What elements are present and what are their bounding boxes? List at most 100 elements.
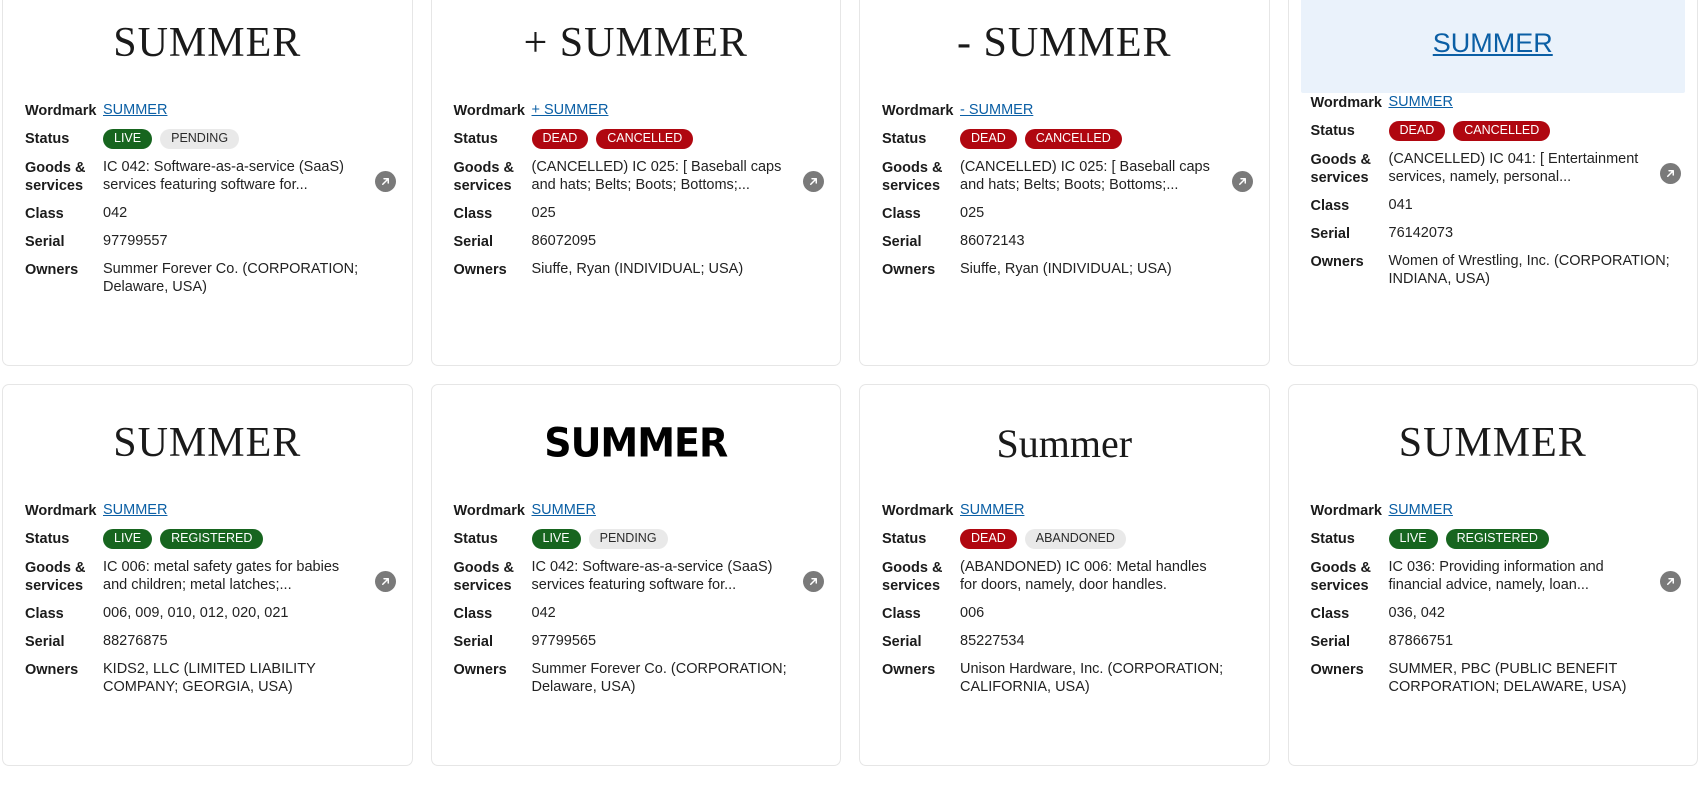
owners-label: Owners <box>25 262 79 278</box>
wordmark-link[interactable]: SUMMER <box>1388 502 1453 518</box>
class-row: Class 006 <box>882 604 1249 623</box>
owners-label: Owners <box>882 262 936 278</box>
owners-row: Owners KIDS2, LLC (LIMITED LIABILITY COMP… <box>25 660 392 696</box>
wordmark-label: Wordmark <box>882 103 954 119</box>
trademark-card[interactable]: - SUMMER Wordmark - SUMMER Status DEAD CANCEL… <box>859 0 1270 366</box>
trademark-logo-text: SUMMER <box>113 20 302 66</box>
serial-row: Serial 97799565 <box>454 632 821 651</box>
class-value: 042 <box>103 205 128 221</box>
trademark-results-grid: SUMMER Wordmark SUMMER Status LIVE PENDING Goo… <box>2 0 1698 766</box>
wordmark-link[interactable]: SUMMER <box>1388 94 1453 110</box>
owners-label: Owners <box>1310 662 1364 678</box>
status-row: Status DEAD CANCELLED <box>1311 121 1678 141</box>
trademark-card[interactable]: + SUMMER Wordmark + SUMMER Status DEAD CANCEL… <box>430 0 841 366</box>
goods-services-label: Goods & services <box>882 560 943 594</box>
owners-value: Summer Forever Co. (CORPORATION; Delawar… <box>103 261 359 295</box>
class-label: Class <box>25 206 64 222</box>
status-badge: DEAD <box>960 529 1017 549</box>
trademark-detail-rows: Wordmark SUMMER Status LIVE PENDING Goods & s… <box>432 501 841 755</box>
external-link-arrow-icon[interactable] <box>1231 171 1253 192</box>
external-link-arrow-icon[interactable] <box>1660 163 1681 184</box>
trademark-logo-text: + SUMMER <box>523 20 748 66</box>
status-row: Status LIVE REGISTERED <box>25 529 392 549</box>
goods-services-row: Goods & services IC 042: Software-as-a-se… <box>25 158 396 195</box>
wordmark-link[interactable]: SUMMER <box>103 102 168 118</box>
trademark-detail-rows: Wordmark - SUMMER Status DEAD CANCELLED Goods… <box>860 101 1269 355</box>
status-badges: DEAD CANCELLED <box>531 129 821 149</box>
owners-row: Owners Summer Forever Co. (CORPORATION; D… <box>25 260 392 296</box>
trademark-logo-area: SUMMER <box>3 385 412 501</box>
trademark-logo-area: Summer <box>860 385 1269 501</box>
owners-row: Owners SUMMER, PBC (PUBLIC BENEFIT CORPOR… <box>1311 660 1678 696</box>
trademark-logo-area: SUMMER <box>1300 0 1685 93</box>
wordmark-link[interactable]: SUMMER <box>103 502 168 518</box>
status-label: Status <box>882 531 927 547</box>
status-label: Status <box>25 131 70 147</box>
serial-label: Serial <box>882 634 922 650</box>
trademark-card[interactable]: SUMMER Wordmark SUMMER Status LIVE REGISTERED… <box>1287 384 1698 766</box>
trademark-logo-area: - SUMMER <box>860 0 1269 101</box>
goods-services-value: (CANCELLED) IC 025: [ Baseball caps and … <box>531 159 782 193</box>
class-row: Class 042 <box>25 204 392 223</box>
goods-services-label: Goods & services <box>882 160 943 194</box>
trademark-logo-text: SUMMER <box>113 420 302 466</box>
status-row: Status LIVE PENDING <box>454 529 821 549</box>
trademark-card[interactable]: SUMMER Wordmark SUMMER Status DEAD CANCELLED G… <box>1287 0 1698 366</box>
trademark-card[interactable]: SUMMER Wordmark SUMMER Status LIVE PENDING Goo… <box>2 0 413 366</box>
serial-value: 97799565 <box>531 633 597 649</box>
status-label: Status <box>453 131 498 147</box>
status-badge: CANCELLED <box>596 129 694 149</box>
external-link-arrow-icon[interactable] <box>803 171 824 192</box>
trademark-card[interactable]: SUMMER Wordmark SUMMER Status LIVE PENDING Goo… <box>430 384 841 766</box>
serial-label: Serial <box>25 234 65 250</box>
serial-value: 97799557 <box>103 233 168 249</box>
status-badges: LIVE REGISTERED <box>1388 529 1678 549</box>
trademark-detail-rows: Wordmark SUMMER Status LIVE REGISTERED Goods … <box>3 501 412 755</box>
external-link-arrow-icon[interactable] <box>803 571 824 592</box>
serial-label: Serial <box>453 634 494 650</box>
status-badges: LIVE REGISTERED <box>103 529 392 549</box>
class-label: Class <box>1310 198 1350 214</box>
serial-row: Serial 87866751 <box>1311 632 1678 651</box>
serial-value: 76142073 <box>1388 225 1454 241</box>
trademark-logo-text: - SUMMER <box>956 20 1172 66</box>
status-row: Status LIVE PENDING <box>25 129 392 149</box>
goods-services-label: Goods & services <box>25 160 86 194</box>
goods-services-value: IC 006: metal safety gates for babies an… <box>103 559 340 593</box>
class-value: 006 <box>960 605 985 621</box>
wordmark-link[interactable]: - SUMMER <box>960 102 1034 118</box>
goods-services-value: (ABANDONED) IC 006: Metal handles for do… <box>960 559 1207 593</box>
class-label: Class <box>25 606 64 622</box>
trademark-logo-text[interactable]: SUMMER <box>1432 27 1553 58</box>
owners-label: Owners <box>453 262 507 278</box>
serial-row: Serial 97799557 <box>25 232 392 251</box>
external-link-arrow-icon[interactable] <box>1660 571 1681 592</box>
wordmark-link[interactable]: + SUMMER <box>531 102 609 118</box>
goods-services-label: Goods & services <box>1310 560 1371 594</box>
wordmark-row: Wordmark SUMMER <box>882 501 1249 520</box>
class-value: 041 <box>1388 197 1413 213</box>
status-badge: ABANDONED <box>1024 529 1126 549</box>
goods-services-row: Goods & services IC 036: Providing inform… <box>1310 558 1681 595</box>
wordmark-value: - SUMMER <box>960 101 1249 119</box>
external-link-arrow-icon[interactable] <box>374 171 396 192</box>
wordmark-label: Wordmark <box>25 503 97 519</box>
goods-services-value: (CANCELLED) IC 025: [ Baseball caps and … <box>960 159 1210 193</box>
trademark-card[interactable]: SUMMER Wordmark SUMMER Status LIVE REGISTERED… <box>2 384 413 766</box>
wordmark-label: Wordmark <box>25 103 97 119</box>
external-link-arrow-icon[interactable] <box>374 571 396 592</box>
wordmark-link[interactable]: SUMMER <box>531 502 596 518</box>
serial-label: Serial <box>25 634 65 650</box>
goods-services-label: Goods & services <box>453 560 514 594</box>
trademark-card[interactable]: Summer Wordmark SUMMER Status DEAD ABANDONED G… <box>859 384 1270 766</box>
wordmark-value: SUMMER <box>1389 501 1678 519</box>
status-label: Status <box>882 131 927 147</box>
serial-row: Serial 88276875 <box>25 632 392 651</box>
goods-services-value: IC 042: Software-as-a-service (SaaS) ser… <box>531 559 773 593</box>
wordmark-label: Wordmark <box>453 103 525 119</box>
owners-row: Owners Siuffe, Ryan (INDIVIDUAL; USA) <box>454 260 821 279</box>
status-badges: LIVE PENDING <box>531 529 821 549</box>
serial-value: 87866751 <box>1388 633 1454 649</box>
wordmark-row: Wordmark - SUMMER <box>882 101 1249 120</box>
wordmark-link[interactable]: SUMMER <box>960 502 1025 518</box>
